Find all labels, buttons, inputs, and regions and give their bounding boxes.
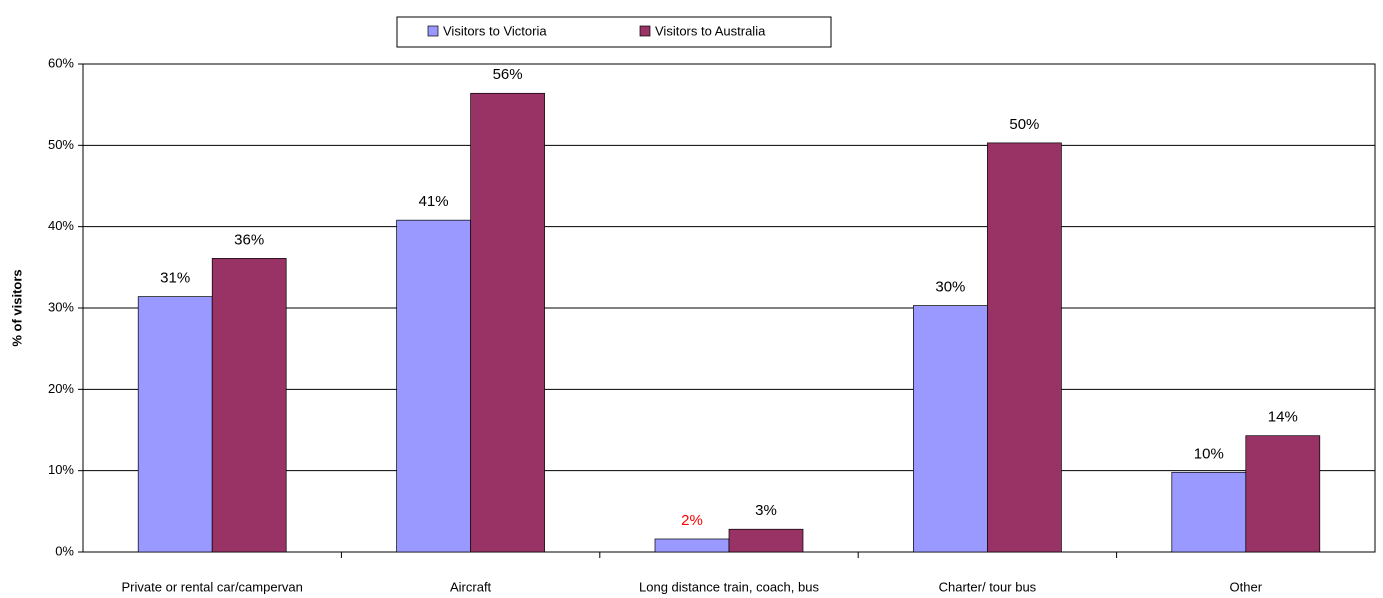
- y-tick-label: 50%: [48, 137, 74, 152]
- bar: [470, 92, 545, 553]
- x-tick-label: Long distance train, coach, bus: [639, 579, 819, 594]
- bar: [1171, 471, 1247, 553]
- y-tick-label: 60%: [48, 55, 74, 70]
- y-tick-label: 30%: [48, 299, 74, 314]
- x-tick-label: Other: [1230, 579, 1263, 594]
- data-label: 41%: [419, 193, 449, 210]
- y-tick-label: 10%: [48, 462, 74, 477]
- x-tick-label: Charter/ tour bus: [939, 579, 1037, 594]
- data-label: 14%: [1268, 409, 1298, 426]
- data-label: 50%: [1009, 116, 1039, 133]
- bar: [913, 305, 988, 553]
- legend-label: Visitors to Victoria: [443, 23, 547, 38]
- data-label: 10%: [1194, 445, 1224, 462]
- legend-swatch: [427, 25, 439, 37]
- data-label: 56%: [493, 66, 523, 83]
- bar: [211, 258, 287, 553]
- data-label: 31%: [160, 270, 190, 287]
- data-label: 36%: [234, 231, 264, 248]
- data-label: 3%: [755, 502, 777, 519]
- legend-swatch: [639, 25, 651, 37]
- x-tick-label: Private or rental car/campervan: [122, 579, 303, 594]
- bar: [137, 296, 213, 553]
- bar: [1245, 435, 1321, 553]
- legend-label: Visitors to Australia: [655, 23, 766, 38]
- x-tick-label: Aircraft: [450, 579, 492, 594]
- bar: [728, 528, 804, 553]
- y-tick-label: 20%: [48, 381, 74, 396]
- y-axis-label: % of visitors: [9, 269, 24, 346]
- bar: [654, 538, 730, 553]
- data-label: 30%: [935, 279, 965, 296]
- bar: [396, 219, 471, 553]
- y-tick-label: 40%: [48, 218, 74, 233]
- y-tick-label: 0%: [55, 543, 74, 558]
- bar: [987, 142, 1062, 553]
- data-label: 2%: [681, 512, 703, 529]
- legend-box: [396, 16, 832, 48]
